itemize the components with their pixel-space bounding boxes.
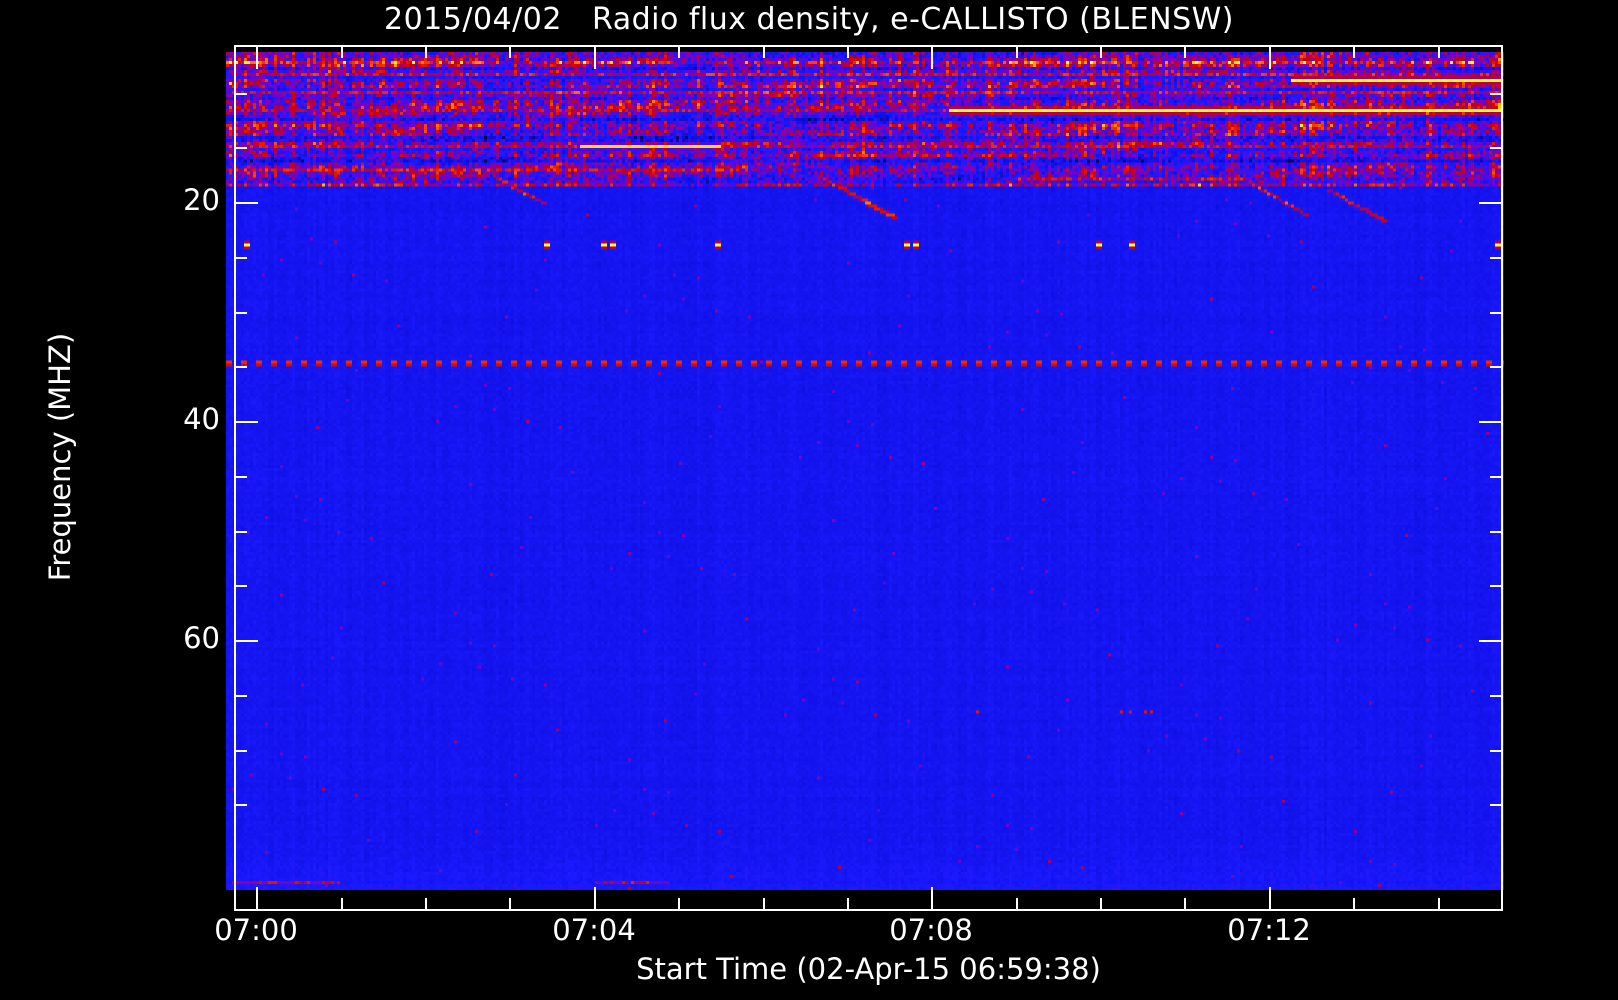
y-axis-tick xyxy=(234,695,247,697)
x-axis-tick xyxy=(763,898,765,911)
y-axis-tick xyxy=(1490,147,1503,149)
x-axis-tick xyxy=(425,898,427,911)
y-axis-tick xyxy=(1490,695,1503,697)
x-axis-tick xyxy=(847,45,849,58)
y-axis-tick xyxy=(234,750,247,752)
x-axis-tick xyxy=(1438,898,1440,911)
y-axis-tick xyxy=(234,531,247,533)
x-axis-tick xyxy=(1016,45,1018,58)
x-axis-tick-label: 07:04 xyxy=(552,913,636,947)
x-axis-tick xyxy=(341,45,343,58)
y-axis-tick xyxy=(234,312,247,314)
x-axis-tick xyxy=(1353,45,1355,58)
x-axis-tick xyxy=(1269,45,1271,69)
y-axis-tick-label: 60 xyxy=(183,621,220,655)
y-axis-tick xyxy=(1490,750,1503,752)
y-axis-tick xyxy=(234,93,247,95)
x-axis-tick xyxy=(1184,898,1186,911)
y-axis-tick xyxy=(1490,257,1503,259)
x-axis-tick-label: 07:00 xyxy=(214,913,298,947)
x-axis-tick xyxy=(931,887,933,911)
x-axis-tick xyxy=(847,898,849,911)
y-axis-tick xyxy=(1479,202,1503,204)
x-axis-tick xyxy=(1016,898,1018,911)
y-axis-tick xyxy=(1490,585,1503,587)
y-axis-tick xyxy=(1490,476,1503,478)
x-axis-tick xyxy=(341,898,343,911)
x-axis-tick xyxy=(1438,45,1440,58)
x-axis-tick xyxy=(1100,45,1102,58)
y-axis-tick xyxy=(1479,421,1503,423)
x-axis-tick xyxy=(1100,898,1102,911)
x-axis-tick xyxy=(931,45,933,69)
x-axis-tick-label: 07:08 xyxy=(889,913,973,947)
y-axis-tick-label: 20 xyxy=(183,183,220,217)
y-axis-tick xyxy=(234,640,258,642)
y-axis-tick xyxy=(1479,640,1503,642)
x-axis-tick xyxy=(256,887,258,911)
x-axis-tick xyxy=(678,898,680,911)
y-axis-tick xyxy=(1490,366,1503,368)
x-axis-tick-label: 07:12 xyxy=(1227,913,1311,947)
y-axis-tick xyxy=(234,366,247,368)
x-axis-title: Start Time (02-Apr-15 06:59:38) xyxy=(636,952,1101,986)
page-title: 2015/04/02 Radio flux density, e-CALLIST… xyxy=(384,2,1234,37)
x-axis-tick xyxy=(678,45,680,58)
x-axis-tick xyxy=(594,45,596,69)
y-axis-tick xyxy=(234,421,258,423)
y-axis-tick xyxy=(234,257,247,259)
y-axis-tick-label: 40 xyxy=(183,402,220,436)
y-axis-tick xyxy=(234,202,258,204)
x-axis-tick xyxy=(1184,45,1186,58)
y-axis-tick xyxy=(1490,531,1503,533)
y-axis-title: Frequency (MHZ) xyxy=(43,332,77,582)
x-axis-tick xyxy=(763,45,765,58)
x-axis-tick xyxy=(425,45,427,58)
x-axis-tick xyxy=(1269,887,1271,911)
y-axis-tick xyxy=(234,585,247,587)
y-axis-tick xyxy=(1490,93,1503,95)
y-axis-tick xyxy=(1490,804,1503,806)
x-axis-tick xyxy=(509,45,511,58)
x-axis-tick xyxy=(509,898,511,911)
y-axis-tick xyxy=(1490,312,1503,314)
spectrogram-plot-area[interactable] xyxy=(226,52,1504,890)
x-axis-tick xyxy=(594,887,596,911)
spectrogram-image[interactable] xyxy=(226,52,1504,890)
x-axis-tick xyxy=(1353,898,1355,911)
y-axis-tick xyxy=(234,476,247,478)
x-axis-tick xyxy=(256,45,258,69)
y-axis-tick xyxy=(234,147,247,149)
y-axis-tick xyxy=(234,804,247,806)
